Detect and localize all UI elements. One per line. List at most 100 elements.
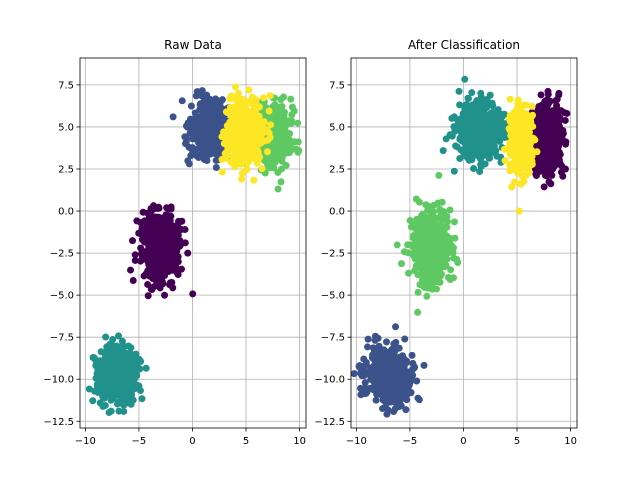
x-tick-label: 0 xyxy=(189,436,195,447)
scatter-point xyxy=(113,375,121,383)
scatter-point xyxy=(189,144,197,152)
scatter-point xyxy=(423,221,431,229)
scatter-point xyxy=(422,201,430,209)
scatter-point xyxy=(356,362,364,370)
scatter-point xyxy=(189,290,197,298)
scatter-point xyxy=(559,130,567,138)
scatter-point xyxy=(425,249,433,257)
y-tick-label: 7.5 xyxy=(58,80,74,91)
scatter-point xyxy=(556,159,564,167)
scatter-point xyxy=(171,224,179,232)
scatter-point xyxy=(458,137,466,145)
scatter-point xyxy=(254,132,262,140)
scatter-point xyxy=(150,227,158,235)
scatter-point xyxy=(402,406,410,414)
scatter-point xyxy=(424,214,432,222)
scatter-point xyxy=(400,248,408,256)
scatter-point xyxy=(235,150,243,158)
scatter-point xyxy=(226,95,234,103)
scatter-point xyxy=(287,95,295,103)
scatter-point xyxy=(386,355,394,363)
scatter-point xyxy=(288,117,296,125)
scatter-point xyxy=(101,365,109,373)
cluster-series xyxy=(500,95,541,215)
scatter-point xyxy=(528,102,536,110)
scatter-point xyxy=(151,257,159,265)
scatter-point xyxy=(362,361,370,369)
scatter-point xyxy=(146,251,154,259)
scatter-point xyxy=(500,110,508,118)
scatter-point xyxy=(432,269,440,277)
scatter-point xyxy=(174,271,182,279)
scatter-point xyxy=(414,240,422,248)
scatter-point xyxy=(454,119,462,127)
x-tick-label: −5 xyxy=(132,436,147,447)
scatter-point xyxy=(232,102,240,110)
scatter-point xyxy=(138,231,146,239)
scatter-point xyxy=(129,276,137,284)
scatter-point xyxy=(148,239,156,247)
scatter-point xyxy=(383,338,391,346)
scatter-point xyxy=(182,140,190,148)
scatter-point xyxy=(96,360,104,368)
scatter-point xyxy=(89,397,97,405)
scatter-point xyxy=(386,377,394,385)
scatter-point xyxy=(372,396,380,404)
scatter-point xyxy=(202,153,210,161)
scatter-point xyxy=(393,395,401,403)
scatter-point xyxy=(201,105,209,113)
scatter-point xyxy=(428,285,436,293)
scatter-point xyxy=(361,379,369,387)
scatter-point xyxy=(546,97,554,105)
scatter-point xyxy=(190,133,198,141)
scatter-point xyxy=(170,250,178,258)
scatter-point xyxy=(506,95,514,103)
scatter-point xyxy=(115,391,123,399)
scatter-point xyxy=(394,360,402,368)
scatter-point xyxy=(266,92,274,100)
scatter-point xyxy=(238,169,246,177)
y-tick-label: −7.5 xyxy=(50,333,74,344)
scatter-point xyxy=(131,256,139,264)
scatter-point xyxy=(403,374,411,382)
scatter-point xyxy=(167,205,175,213)
y-tick-label: −2.5 xyxy=(50,249,74,260)
scatter-point xyxy=(99,392,107,400)
scatter-point xyxy=(131,251,139,259)
x-tick-label: 5 xyxy=(243,436,249,447)
scatter-point xyxy=(484,126,492,134)
scatter-point xyxy=(218,96,226,104)
scatter-point xyxy=(245,86,253,94)
scatter-point xyxy=(139,208,147,216)
scatter-point xyxy=(430,201,438,209)
scatter-point xyxy=(144,292,152,300)
scatter-point xyxy=(528,157,536,165)
scatter-point xyxy=(395,344,403,352)
scatter-point xyxy=(449,274,457,282)
scatter-point xyxy=(106,340,114,348)
scatter-point xyxy=(468,89,476,97)
scatter-point xyxy=(423,292,431,300)
scatter-point xyxy=(112,354,120,362)
scatter-point xyxy=(553,146,561,154)
scatter-point xyxy=(243,165,251,173)
scatter-point xyxy=(222,108,230,116)
scatter-point xyxy=(237,98,245,106)
scatter-point xyxy=(212,163,220,171)
scatter-point xyxy=(439,147,447,155)
scatter-point xyxy=(414,308,422,316)
scatter-point xyxy=(184,249,192,257)
scatter-point xyxy=(501,133,509,141)
scatter-point xyxy=(455,87,463,95)
scatter-point xyxy=(541,108,549,116)
scatter-point xyxy=(142,226,150,234)
scatter-point xyxy=(200,144,208,152)
scatter-point xyxy=(395,372,403,380)
scatter-point xyxy=(548,171,556,179)
after-classification-subplot: After Classification −10 −5 0 5 10−12.5−10.0… xyxy=(314,38,578,447)
scatter-point xyxy=(547,166,555,174)
scatter-point xyxy=(177,226,185,234)
scatter-point xyxy=(373,367,381,375)
scatter-point xyxy=(480,151,488,159)
scatter-point xyxy=(295,147,303,154)
